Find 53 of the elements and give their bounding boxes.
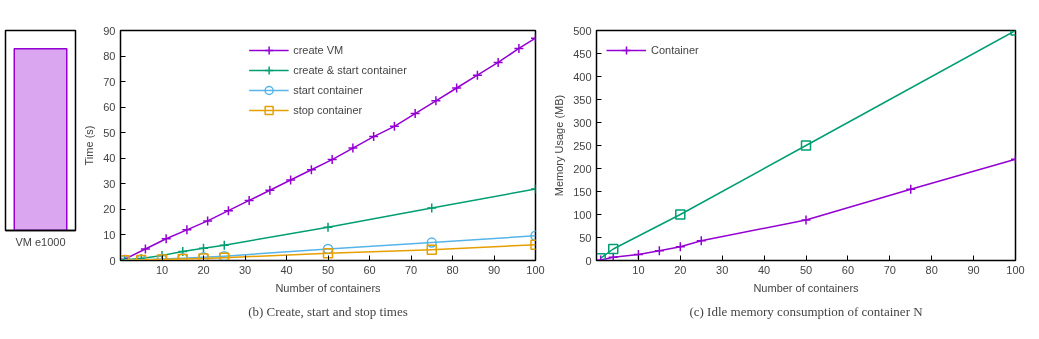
x-tick-label: 40 xyxy=(757,263,771,276)
x-tick-label: 20 xyxy=(674,263,687,276)
y-tick-label: 30 xyxy=(103,177,116,190)
y-tick-label: 300 xyxy=(573,116,592,129)
y-axis-title: Memory Usage (MB) xyxy=(553,94,566,197)
text: (b) Create, start and stop times xyxy=(248,303,408,319)
x-tick-label: 50 xyxy=(321,263,335,276)
x-tick-label: 10 xyxy=(632,263,645,276)
y-tick-label: 20 xyxy=(103,203,116,216)
y-tick-label: 40 xyxy=(103,152,116,165)
x-tick-label: 30 xyxy=(238,263,252,276)
x-tick-label: 70 xyxy=(404,263,418,276)
y-tick-label: 10 xyxy=(103,228,116,241)
y-tick-label: 250 xyxy=(573,139,592,152)
x-tick-label: 40 xyxy=(280,263,293,276)
legend-label: create VM xyxy=(293,44,344,56)
x-axis-title: Number of containers xyxy=(275,281,382,294)
y-tick-label: 90 xyxy=(103,24,116,37)
x-axis-title: Number of containers xyxy=(753,281,860,294)
legend-label: Container xyxy=(651,44,699,56)
y-tick-label: 50 xyxy=(103,126,116,139)
x-tick-label: 10 xyxy=(155,263,169,276)
y-tick-label: 150 xyxy=(573,185,592,198)
x-tick-label: 60 xyxy=(841,263,855,276)
y-tick-label: 60 xyxy=(103,101,116,114)
legend-label: create & start container xyxy=(293,64,407,76)
y-tick-label: 350 xyxy=(573,93,592,106)
y-tick-label: 0 xyxy=(585,254,592,267)
x-tick-label: 100 xyxy=(526,263,545,276)
y-tick-label: 100 xyxy=(573,208,592,221)
y-axis-title: Time (s) xyxy=(83,125,96,166)
x-tick-label: 90 xyxy=(967,263,980,276)
x-tick-label: 80 xyxy=(446,263,459,276)
x-tick-label: 100 xyxy=(1006,263,1025,276)
x-tick-label: 60 xyxy=(363,263,376,276)
y-tick-label: 450 xyxy=(573,47,592,60)
x-tick-label: VM e1000 xyxy=(15,235,66,248)
y-tick-label: 70 xyxy=(103,75,116,88)
y-tick-label: 400 xyxy=(573,70,592,83)
x-tick-label: 50 xyxy=(799,263,813,276)
legend-label: stop container xyxy=(293,104,363,116)
x-tick-label: 80 xyxy=(925,263,938,276)
x-tick-label: 30 xyxy=(716,263,729,276)
x-tick-label: 90 xyxy=(487,263,501,276)
y-tick-label: 50 xyxy=(579,231,592,244)
x-tick-label: 20 xyxy=(197,263,210,276)
y-tick-label: 200 xyxy=(573,162,592,175)
y-tick-label: 500 xyxy=(573,24,592,37)
y-tick-label: 0 xyxy=(109,254,116,267)
x-tick-label: 70 xyxy=(883,263,896,276)
legend-label: start container xyxy=(293,84,363,96)
y-tick-label: 80 xyxy=(103,50,116,63)
text: (c) Idle memory consumption of container N xyxy=(689,303,924,319)
